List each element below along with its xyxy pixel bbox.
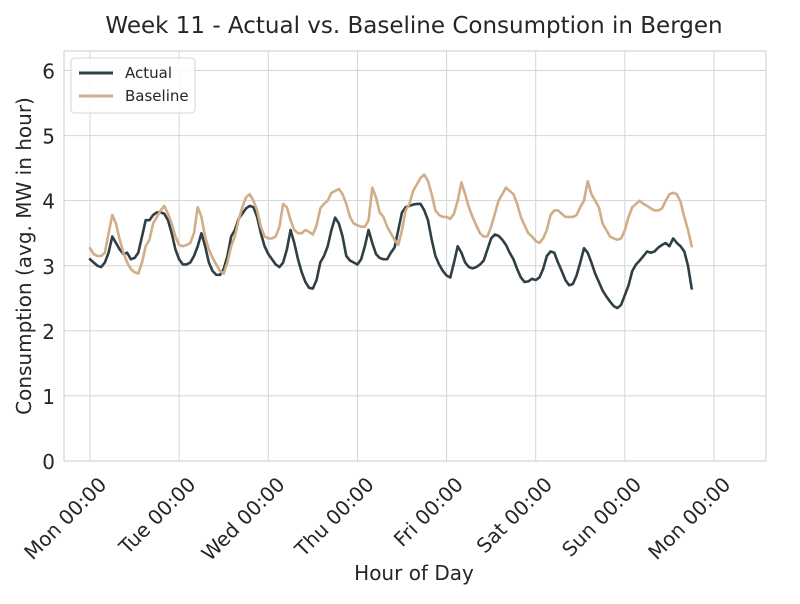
plot-frame (63, 50, 767, 462)
y-axis-label: Consumption (avg. MW in hour) (12, 97, 36, 415)
series-line-baseline (88, 173, 694, 275)
legend: Actual Baseline (70, 57, 196, 114)
y-tick-label-layer: 0 1 2 3 4 5 6 (42, 60, 55, 474)
grid-layer (64, 51, 766, 462)
y-tick-label: 6 (42, 60, 55, 84)
plot-area (64, 51, 766, 461)
y-tick-label: 5 (42, 125, 55, 149)
series-layer (88, 173, 694, 310)
y-tick-label: 1 (42, 385, 55, 409)
x-axis-label: Hour of Day (354, 561, 474, 585)
chart-title: Week 11 - Actual vs. Baseline Consumptio… (105, 13, 722, 39)
y-tick-label: 4 (42, 190, 55, 214)
legend-label-baseline: Baseline (125, 87, 189, 105)
y-tick-label: 2 (42, 320, 55, 344)
y-tick-label: 3 (42, 255, 55, 279)
y-tick-label: 0 (42, 450, 55, 474)
legend-label-actual: Actual (125, 64, 172, 82)
series-line-actual (88, 202, 694, 310)
